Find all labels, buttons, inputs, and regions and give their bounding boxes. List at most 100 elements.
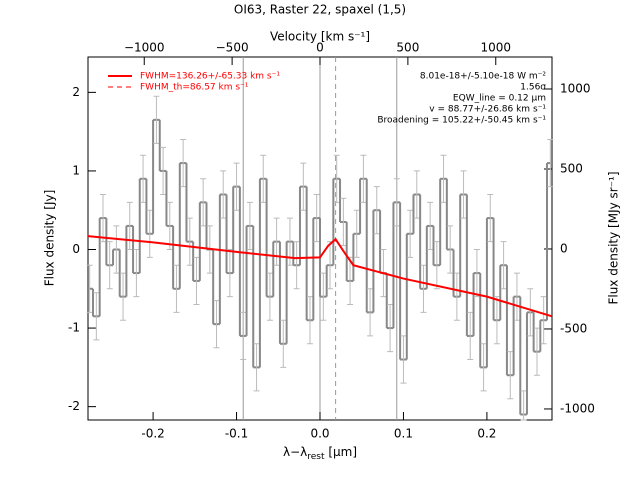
error-bar [213,300,220,349]
error-bar [420,264,427,313]
error-bar [266,272,273,321]
y2-tick-label: -1000 [560,401,595,415]
y-tick-label: 2 [72,85,80,99]
error-bar [293,241,300,290]
top-tick-label: 0 [316,41,324,55]
error-bar [146,209,153,258]
x-label-sub: rest [307,452,325,462]
error-bar [186,217,193,266]
error-bar [407,209,414,258]
error-bar [220,170,227,219]
error-bar [100,194,107,243]
fit-line [87,235,553,318]
error-bar [273,217,280,266]
error-bar [387,304,394,353]
error-bar [140,154,147,203]
error-bar [106,241,113,290]
error-bar [507,351,514,400]
y2-tick-label: 500 [560,161,583,175]
top-axis-label: Velocity [km s⁻¹] [270,30,370,44]
error-bar [520,390,527,421]
error-bar [513,272,520,321]
error-bar [473,249,480,298]
x-tick-label: -0.1 [225,427,248,441]
error-bar [306,296,313,345]
error-bar [113,225,120,274]
y-tick-label: -2 [68,399,80,413]
error-bar [453,272,460,321]
error-bar [433,241,440,290]
error-bar [173,264,180,313]
top-tick-label: −1000 [124,41,165,55]
chart-title: OI63, Raster 22, spaxel (1,5) [234,3,406,17]
error-bar [166,201,173,250]
error-bar [447,225,454,274]
y2-tick-label: 1000 [560,81,591,95]
error-bar [487,194,494,243]
annotation: Broadening = 105.22+/-50.45 km s⁻¹ [377,116,546,126]
error-bar [360,154,367,203]
error-bar [160,146,167,195]
top-tick-label: 1000 [480,41,511,55]
error-bar [193,256,200,305]
error-bar [253,343,260,392]
error-bar [120,272,127,321]
error-bar [467,311,474,360]
error-bar [480,343,487,392]
legend-label: FWHM=136.26+/-65.33 km s⁻¹ [140,72,280,82]
error-bar [240,311,247,360]
error-bar [133,249,140,298]
error-bar [180,139,187,188]
top-tick-label: 500 [396,41,419,55]
error-bar [493,296,500,345]
x-axis-label: λ−λrest [μm] [283,445,357,462]
x-tick-label: 0.1 [394,427,413,441]
error-bar [226,249,233,298]
y-axis-label: Flux density [Jy] [43,190,57,287]
y2-tick-label: -500 [560,321,587,335]
legend-label: FWHM_th=86.57 km s⁻¹ [140,83,249,93]
error-bar [427,201,434,250]
error-bar [246,201,253,250]
annotation: 8.01e-18+/-5.10e-18 W m⁻² [420,72,547,82]
error-bar [260,154,267,203]
error-bar [126,201,133,250]
x-label-part: [μm] [325,445,358,459]
x-label-part: λ−λ [283,445,307,459]
error-bar [333,154,340,203]
error-bar [280,319,287,368]
error-bar [313,194,320,243]
y2-axis-label: Flux density [MJy sr⁻¹] [607,171,621,304]
annotation: 1.56σ [520,83,546,93]
error-bar [400,335,407,384]
error-bar [527,288,534,337]
x-tick-label: 0.0 [310,427,329,441]
error-bar [320,272,327,321]
error-bar [353,209,360,258]
x-tick-label: 0.2 [477,427,496,441]
error-bar [86,264,93,313]
y2-tick-label: 0 [560,241,568,255]
error-bar [440,154,447,203]
error-bar [540,296,547,345]
y-tick-label: 0 [72,242,80,256]
error-bar [460,170,467,219]
error-bar [340,197,347,247]
error-bar [413,170,420,219]
error-bar [393,178,400,227]
x-tick-label: -0.2 [141,427,164,441]
error-bar [533,327,540,376]
error-bar [153,95,160,144]
error-bar [233,162,240,211]
error-bar [547,139,554,188]
error-bar [200,178,207,227]
error-bar [500,241,507,290]
error-bar [300,162,307,211]
error-bar [93,292,100,341]
top-tick-label: −500 [216,41,249,55]
error-bar [367,288,374,337]
y-tick-label: -1 [68,321,80,335]
y-tick-label: 1 [72,163,80,177]
error-bar [373,186,380,235]
